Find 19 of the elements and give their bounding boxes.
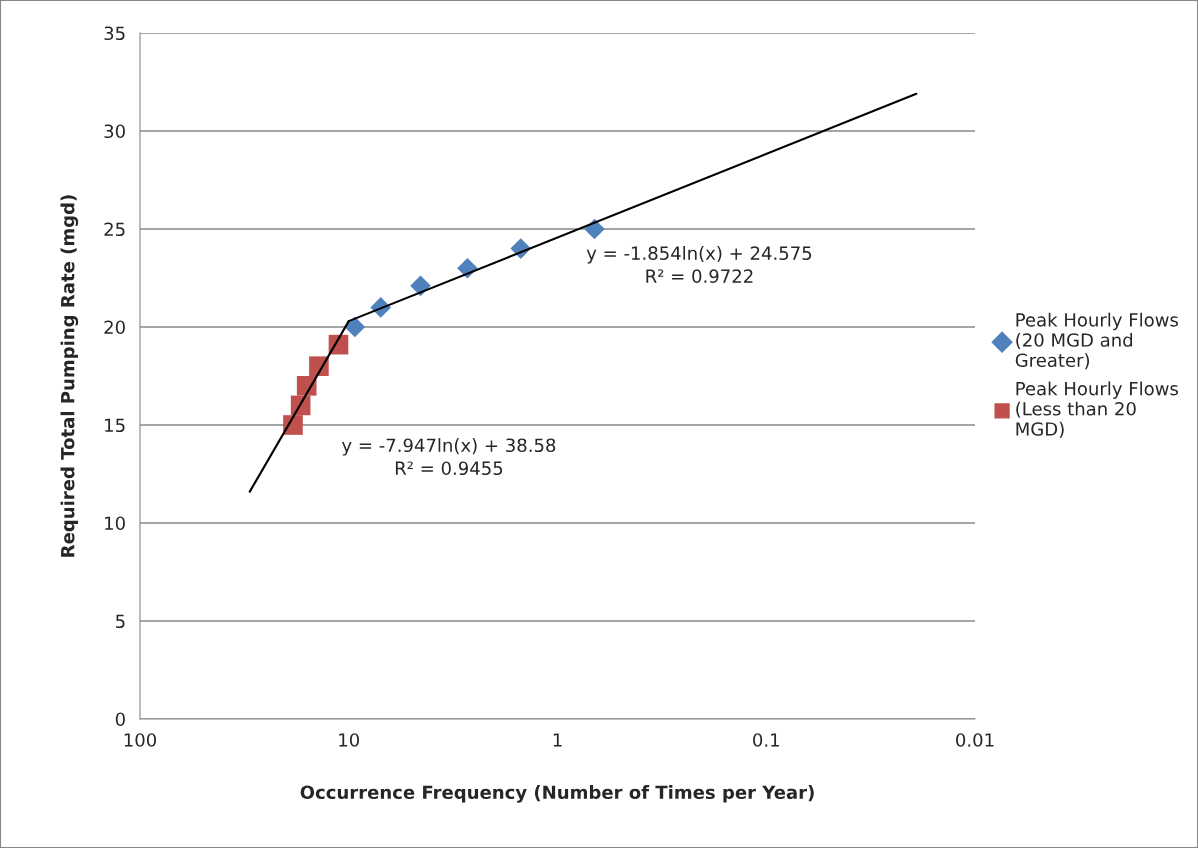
y-tick-label: 15 bbox=[105, 418, 125, 433]
annotation: y = -1.854ln(x) + 24.575 R² = 0.9722 bbox=[586, 246, 812, 283]
y-tick-label: 35 bbox=[104, 26, 125, 41]
x-tick-label: 1 bbox=[553, 733, 562, 747]
y-tick-label: 0 bbox=[115, 712, 125, 727]
annotation: y = -7.947ln(x) + 38.58 R² = 0.9455 bbox=[341, 438, 556, 476]
x-axis-title: Occurrence Frequency (Number of Times per Year) bbox=[300, 785, 814, 803]
y-tick-label: 30 bbox=[104, 124, 125, 139]
x-tick-label: 0.1 bbox=[753, 733, 779, 747]
y-tick-label: 25 bbox=[104, 222, 125, 237]
legend-label: Peak Hourly Flows (Less than 20 MGD) bbox=[1016, 381, 1178, 438]
x-tick-label: 10 bbox=[339, 733, 360, 747]
y-tick-label: 5 bbox=[116, 614, 125, 629]
y-tick-label: 10 bbox=[105, 516, 125, 531]
y-tick-label: 20 bbox=[104, 320, 125, 335]
legend-label: Peak Hourly Flows (20 MGD and Greater) bbox=[1015, 312, 1178, 370]
y-axis-title: Required Total Pumping Rate (mgd) bbox=[60, 195, 79, 557]
x-tick-label: 100 bbox=[124, 733, 157, 747]
x-tick-label: 0.01 bbox=[956, 733, 994, 747]
